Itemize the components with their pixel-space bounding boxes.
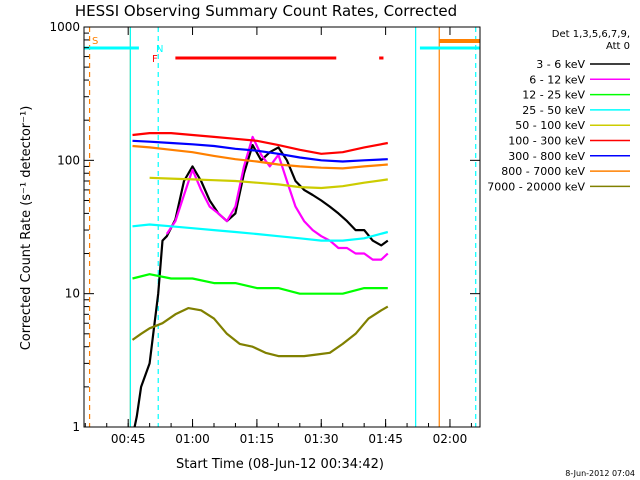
- y-tick-label-1: 10: [65, 287, 80, 301]
- chart-title: HESSI Observing Summary Count Rates, Cor…: [75, 2, 457, 20]
- legend-label-6: 300 - 800 keV: [508, 150, 585, 163]
- plot-frame: [83, 26, 481, 428]
- legend-label-7: 800 - 7000 keV: [501, 165, 585, 178]
- series-line-1: [165, 135, 389, 261]
- x-tick-label-3: 01:30: [304, 432, 339, 446]
- series-line-7: [132, 144, 388, 170]
- flag-labels: S NF: [92, 36, 163, 65]
- legend-label-1: 6 - 12 keV: [529, 73, 585, 86]
- series-line-6: [132, 139, 388, 163]
- x-tick-label-4: 01:45: [368, 432, 403, 446]
- legend-header-0: Det 1,3,5,6,7,9,: [552, 29, 630, 40]
- series-line-0: [133, 144, 389, 428]
- series-lines: [131, 132, 389, 428]
- y-tick-label-3: 1000: [49, 20, 80, 34]
- legend: Det 1,3,5,6,7,9,Att 0 3 - 6 keV 6 - 12 keV…: [487, 29, 630, 193]
- series-line-5: [132, 132, 389, 155]
- series-line-2: [132, 273, 388, 295]
- legend-label-4: 50 - 100 keV: [515, 119, 585, 132]
- legend-label-0: 3 - 6 keV: [536, 58, 585, 71]
- series-line-3: [132, 223, 389, 242]
- series-line-4: [149, 176, 388, 190]
- flag-n: N: [156, 44, 163, 55]
- x-tick-label-2: 01:15: [240, 432, 275, 446]
- y-tick-label-2: 100: [57, 153, 80, 167]
- x-tick-label-0: 00:45: [111, 432, 146, 446]
- status-bars: [84, 39, 480, 60]
- y-axis-ticks: 1 10 100 1000: [49, 20, 480, 434]
- vertical-markers: [88, 27, 477, 427]
- series-line-8: [131, 305, 389, 358]
- footer-timestamp: 8-Jun-2012 07:04: [565, 469, 635, 478]
- x-axis-ticks: 00:45 01:00 01:15 01:30 01:45 02:00: [84, 27, 472, 446]
- legend-header-1: Att 0: [606, 41, 630, 52]
- y-axis-label: Corrected Count Rate (s⁻¹ detector⁻¹): [19, 106, 34, 351]
- x-tick-label-5: 02:00: [433, 432, 468, 446]
- legend-label-2: 12 - 25 keV: [522, 89, 585, 102]
- x-axis-label: Start Time (08-Jun-12 00:34:42): [176, 457, 384, 472]
- legend-label-8: 7000 - 20000 keV: [487, 180, 585, 193]
- flag-f: F: [152, 54, 158, 65]
- legend-label-5: 100 - 300 keV: [508, 135, 585, 148]
- legend-label-3: 25 - 50 keV: [522, 104, 585, 117]
- y-tick-label-0: 1: [72, 420, 80, 434]
- x-tick-label-1: 01:00: [175, 432, 210, 446]
- flag-s: S: [92, 36, 98, 47]
